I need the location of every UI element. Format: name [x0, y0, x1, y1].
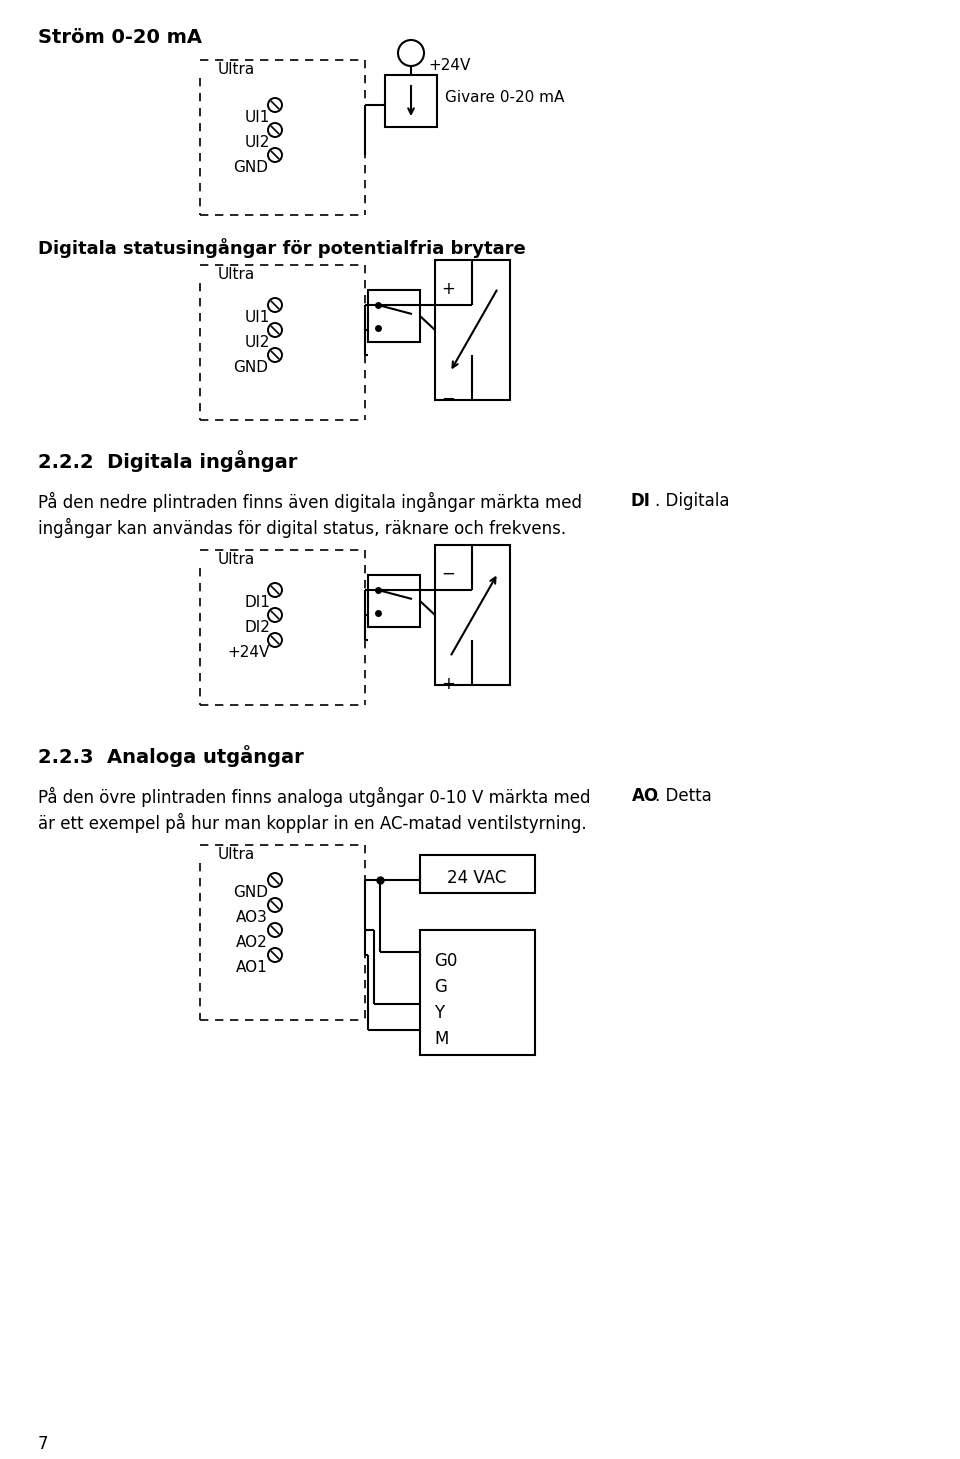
- Text: Ultra: Ultra: [218, 267, 255, 282]
- Text: −: −: [441, 390, 455, 409]
- Bar: [420, 855, 535, 893]
- Text: GND: GND: [233, 886, 268, 900]
- Text: Givare 0-20 mA: Givare 0-20 mA: [445, 89, 564, 105]
- Text: ingångar kan användas för digital status, räknare och frekvens.: ingångar kan användas för digital status…: [38, 518, 566, 538]
- Text: +: +: [441, 676, 455, 693]
- Text: . Digitala: . Digitala: [655, 492, 730, 511]
- Bar: [368, 290, 420, 341]
- Text: −: −: [441, 565, 455, 584]
- Text: På den övre plintraden finns analoga utgångar 0-10 V märkta med: På den övre plintraden finns analoga utg…: [38, 786, 596, 807]
- Text: AO2: AO2: [236, 935, 268, 950]
- Text: +24V: +24V: [228, 645, 270, 659]
- Bar: [385, 74, 437, 127]
- Bar: [420, 929, 535, 1055]
- Text: DI2: DI2: [244, 620, 270, 635]
- Text: På den nedre plintraden finns även digitala ingångar märkta med: På den nedre plintraden finns även digit…: [38, 492, 588, 512]
- Text: G0: G0: [434, 953, 457, 970]
- Text: . Detta: . Detta: [655, 786, 711, 805]
- Text: +: +: [441, 280, 455, 298]
- Bar: [435, 546, 510, 684]
- Text: UI2: UI2: [245, 136, 270, 150]
- Text: 24 VAC: 24 VAC: [447, 870, 507, 887]
- Bar: [435, 260, 510, 400]
- Text: Ström 0-20 mA: Ström 0-20 mA: [38, 28, 202, 47]
- Text: Ultra: Ultra: [218, 61, 255, 77]
- Text: AO: AO: [632, 786, 660, 805]
- Text: +24V: +24V: [428, 58, 470, 73]
- Text: Ultra: Ultra: [218, 552, 255, 568]
- Text: AO1: AO1: [236, 960, 268, 975]
- Bar: [368, 575, 420, 627]
- Text: M: M: [434, 1030, 448, 1048]
- Text: UI1: UI1: [245, 309, 270, 325]
- Text: Y: Y: [434, 1004, 444, 1021]
- Text: GND: GND: [233, 160, 268, 175]
- Text: 2.2.3  Analoga utgångar: 2.2.3 Analoga utgångar: [38, 746, 303, 767]
- Text: DI1: DI1: [244, 595, 270, 610]
- Text: är ett exempel på hur man kopplar in en AC-matad ventilstyrning.: är ett exempel på hur man kopplar in en …: [38, 813, 587, 833]
- Text: 7: 7: [38, 1436, 49, 1453]
- Text: UI2: UI2: [245, 336, 270, 350]
- Text: G: G: [434, 978, 446, 996]
- Text: Digitala statusingångar för potentialfria brytare: Digitala statusingångar för potentialfri…: [38, 238, 526, 258]
- Text: 2.2.2  Digitala ingångar: 2.2.2 Digitala ingångar: [38, 449, 298, 471]
- Text: DI: DI: [630, 492, 650, 511]
- Text: UI1: UI1: [245, 109, 270, 125]
- Text: GND: GND: [233, 360, 268, 375]
- Text: Ultra: Ultra: [218, 848, 255, 862]
- Text: AO3: AO3: [236, 910, 268, 925]
